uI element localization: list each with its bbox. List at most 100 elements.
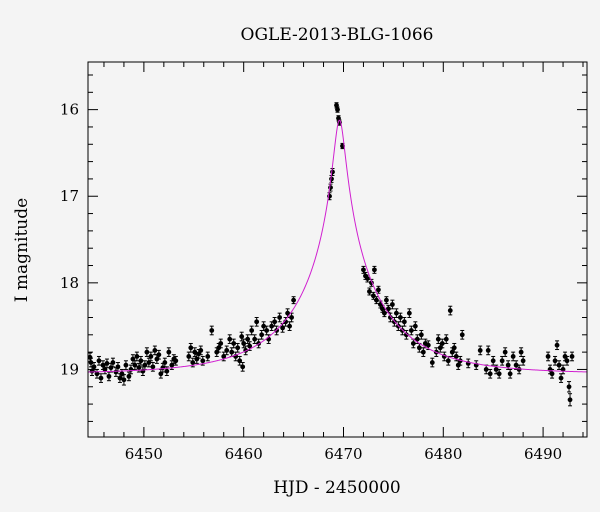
data-point xyxy=(518,347,524,357)
data-point xyxy=(459,329,465,340)
data-point xyxy=(397,312,403,323)
data-point xyxy=(335,106,340,113)
data-point xyxy=(401,316,407,327)
data-point xyxy=(285,308,290,318)
data-point xyxy=(110,357,116,368)
data-point xyxy=(291,296,296,305)
data-point xyxy=(507,368,513,379)
data-point xyxy=(224,345,230,356)
data-point xyxy=(150,362,156,372)
data-point xyxy=(447,305,453,316)
model-curve xyxy=(88,119,587,373)
data-point xyxy=(104,358,110,369)
data-point xyxy=(198,345,204,356)
data-point xyxy=(108,362,114,373)
tick-labels-layer: 6450 6460 6470 6480 6490 16 17 18 19 xyxy=(60,101,562,463)
data-point xyxy=(502,347,508,357)
data-point xyxy=(387,312,393,323)
x-tick-label: 6470 xyxy=(324,445,362,463)
data-point xyxy=(98,373,104,383)
data-point xyxy=(166,347,172,357)
data-point xyxy=(148,351,154,362)
data-point xyxy=(422,338,428,349)
axis-ticks-layer xyxy=(88,62,587,437)
data-point xyxy=(406,308,412,318)
data-point xyxy=(134,351,140,362)
data-point xyxy=(372,265,377,274)
data-point xyxy=(513,360,519,370)
y-tick-label: 19 xyxy=(60,360,79,378)
y-tick-label: 17 xyxy=(60,187,79,205)
plot-frame xyxy=(87,61,588,438)
data-point xyxy=(231,338,237,349)
data-point xyxy=(88,357,94,368)
data-point xyxy=(520,355,526,366)
data-point xyxy=(425,340,431,351)
data-point xyxy=(254,316,260,327)
data-point xyxy=(443,334,449,344)
x-tick-label: 6480 xyxy=(424,445,462,463)
data-point xyxy=(487,368,493,379)
data-point xyxy=(564,355,570,366)
data-point xyxy=(227,334,233,344)
data-point xyxy=(567,393,573,407)
data-point xyxy=(205,351,211,362)
data-point xyxy=(552,355,558,366)
data-point xyxy=(384,296,389,305)
x-tick-label: 6450 xyxy=(125,445,163,463)
x-axis-label: HJD - 2450000 xyxy=(273,478,401,498)
data-point xyxy=(240,362,246,372)
data-point xyxy=(261,321,267,331)
data-point xyxy=(156,349,162,360)
data-point xyxy=(429,357,435,368)
data-point xyxy=(477,345,483,356)
data-point xyxy=(374,296,379,305)
data-points-layer xyxy=(87,102,575,407)
data-point xyxy=(188,342,194,353)
data-point xyxy=(569,351,575,362)
data-point xyxy=(560,364,566,375)
data-point xyxy=(218,338,224,349)
x-tick-label: 6460 xyxy=(225,445,263,463)
chart-title: OGLE-2013-BLG-1066 xyxy=(241,25,434,45)
data-point xyxy=(496,368,502,379)
data-point xyxy=(412,321,418,331)
data-point xyxy=(96,355,102,366)
data-point xyxy=(393,308,399,318)
data-point xyxy=(289,312,294,323)
model-curve-layer xyxy=(88,119,587,373)
data-point xyxy=(554,340,560,351)
data-point xyxy=(403,329,409,340)
data-point xyxy=(152,345,158,356)
data-point xyxy=(144,347,150,357)
data-point xyxy=(566,381,572,393)
data-point xyxy=(558,373,564,383)
data-point xyxy=(190,357,196,368)
data-point xyxy=(367,287,372,296)
data-point xyxy=(549,368,555,379)
data-point xyxy=(408,325,414,336)
data-point xyxy=(365,274,370,283)
data-point xyxy=(252,334,258,344)
data-point xyxy=(173,355,179,366)
data-point xyxy=(130,354,136,364)
data-point xyxy=(209,325,215,336)
data-point xyxy=(516,364,522,375)
data-point xyxy=(410,338,416,349)
y-axis-label: I magnitude xyxy=(12,198,32,302)
data-point xyxy=(123,360,129,370)
data-point xyxy=(420,347,426,357)
data-point xyxy=(249,325,255,336)
data-point xyxy=(235,342,241,353)
data-point xyxy=(435,334,441,344)
data-point xyxy=(389,299,395,310)
data-point xyxy=(485,345,491,356)
y-tick-label: 16 xyxy=(60,101,79,119)
data-point xyxy=(382,309,387,318)
data-point xyxy=(545,351,551,362)
data-point xyxy=(439,338,445,349)
data-point xyxy=(556,360,562,370)
data-point xyxy=(121,374,127,386)
